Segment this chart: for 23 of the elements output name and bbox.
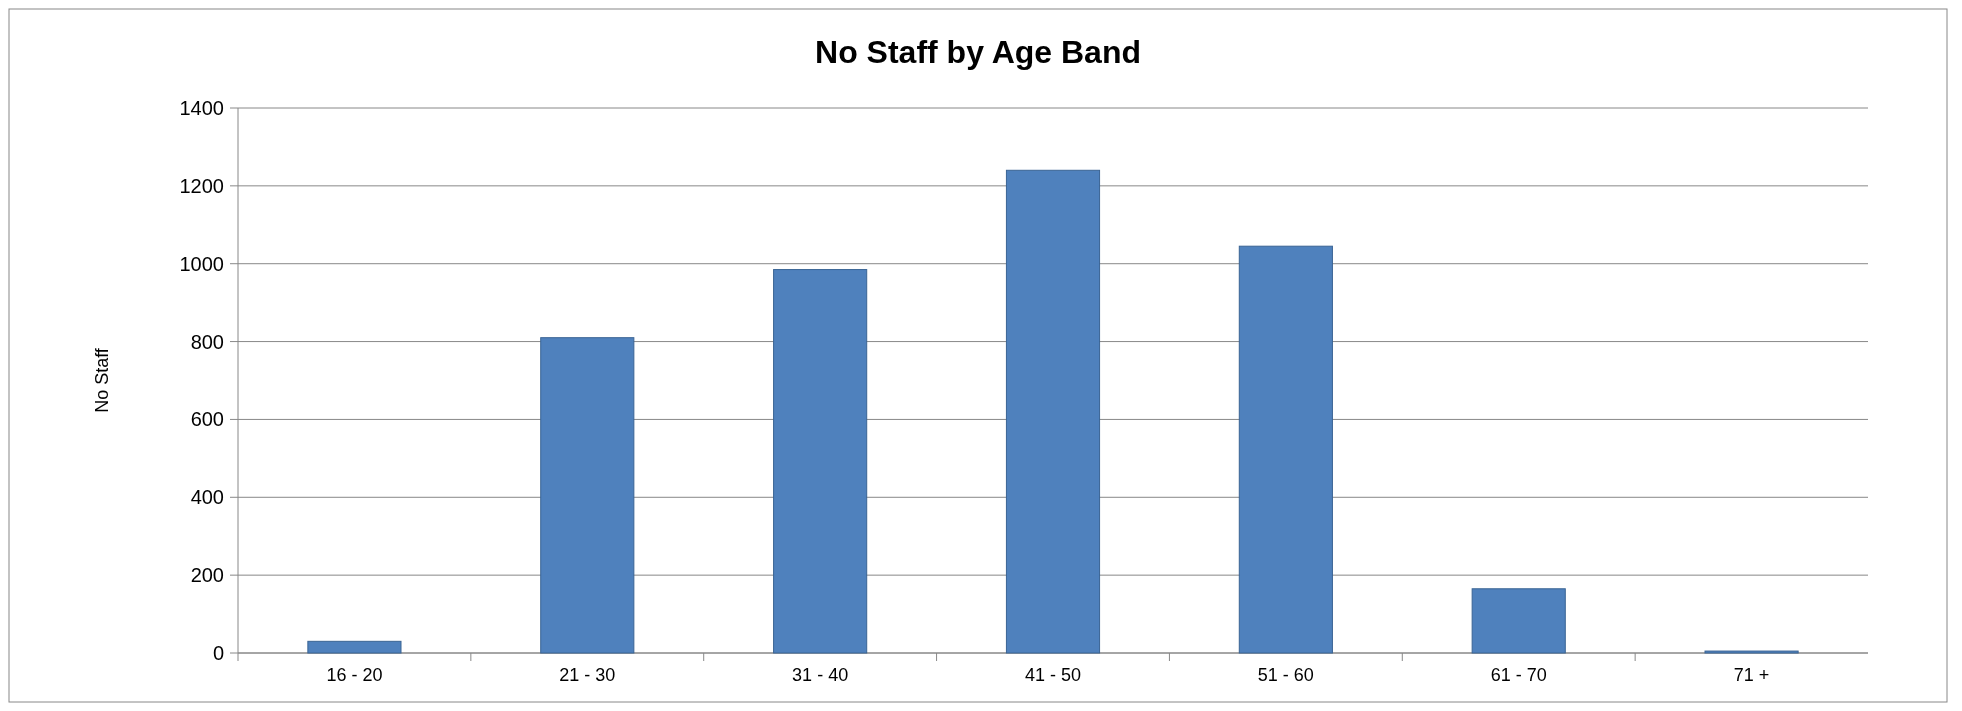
bar <box>773 269 868 654</box>
bar <box>1238 245 1333 654</box>
x-tick-label: 21 - 30 <box>559 665 616 685</box>
bar <box>540 337 635 654</box>
x-tick-label: 71 + <box>1733 665 1770 685</box>
bar <box>1005 169 1101 654</box>
bar <box>1471 588 1566 654</box>
x-tick-label: 16 - 20 <box>326 665 383 685</box>
y-tick-label: 1200 <box>179 174 224 197</box>
x-tick-label: 51 - 60 <box>1257 665 1314 685</box>
y-tick-label: 1400 <box>179 97 224 119</box>
y-tick-label: 600 <box>190 408 224 431</box>
y-tick-label: 400 <box>190 486 224 509</box>
x-tick-label: 61 - 70 <box>1490 665 1547 685</box>
y-tick-label: 200 <box>190 564 224 587</box>
y-tick-label: 0 <box>212 642 224 664</box>
y-tick-label: 800 <box>190 330 224 353</box>
bar <box>307 640 402 654</box>
x-tick-label: 41 - 50 <box>1024 665 1082 685</box>
y-tick-label: 1000 <box>179 252 224 275</box>
y-axis-title: No Staff <box>92 347 112 413</box>
x-tick-label: 31 - 40 <box>792 665 849 685</box>
chart-title: No Staff by Age Band <box>815 34 1141 70</box>
